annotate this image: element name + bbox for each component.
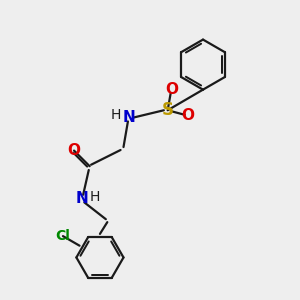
Text: H: H: [111, 108, 121, 122]
Text: O: O: [68, 143, 80, 158]
Text: N: N: [123, 110, 136, 125]
Text: N: N: [76, 191, 89, 206]
Text: S: S: [162, 101, 174, 119]
Text: H: H: [89, 190, 100, 204]
Text: O: O: [182, 108, 195, 123]
Text: O: O: [165, 82, 178, 97]
Text: Cl: Cl: [56, 229, 70, 243]
